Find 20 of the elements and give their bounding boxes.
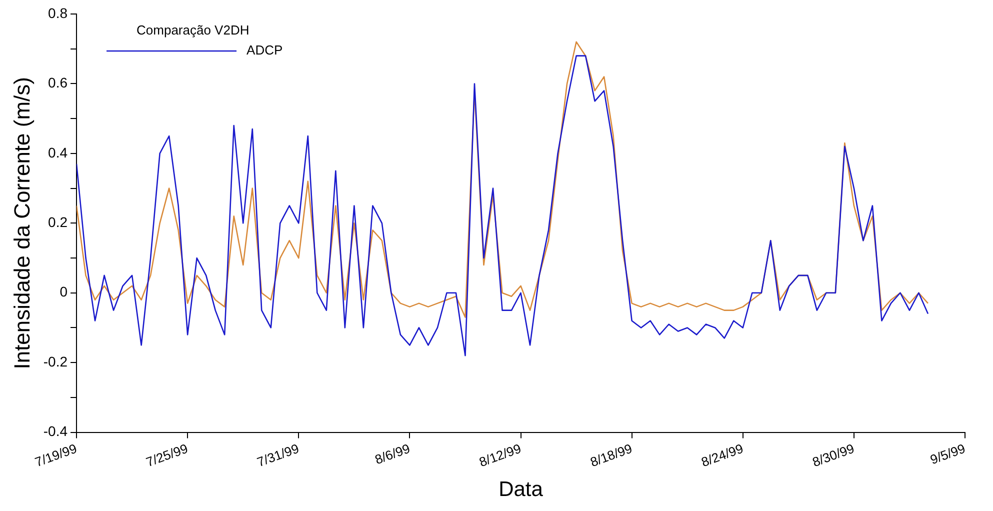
- y-tick-label: 0.8: [48, 4, 68, 21]
- x-tick-label: 8/12/99: [477, 440, 524, 470]
- x-tick-label: 8/6/99: [372, 440, 412, 468]
- x-tick-label: 8/30/99: [810, 440, 856, 470]
- y-axis-title: Intensidade da Corrente (m/s): [9, 77, 34, 370]
- y-tick-label: 0.4: [48, 144, 68, 160]
- x-tick-label: 7/31/99: [255, 440, 301, 470]
- text: ADCP: [246, 42, 283, 58]
- legend-title: Comparação V2DH: [136, 22, 250, 38]
- y-tick-label: 0.2: [48, 214, 68, 230]
- y-tick-label: -0.2: [43, 353, 68, 370]
- x-tick-label: 7/25/99: [144, 440, 190, 470]
- x-axis-title: Data: [498, 478, 544, 502]
- y-tick-label: 0: [60, 284, 68, 300]
- x-tick-label: 8/18/99: [588, 440, 634, 470]
- y-tick-label: 0.6: [48, 74, 68, 91]
- x-tick-label: 8/24/99: [699, 440, 746, 470]
- x-tick-label: 9/5/99: [928, 440, 968, 468]
- y-tick-label: -0.4: [43, 423, 68, 440]
- x-tick-label: 7/19/99: [32, 440, 79, 470]
